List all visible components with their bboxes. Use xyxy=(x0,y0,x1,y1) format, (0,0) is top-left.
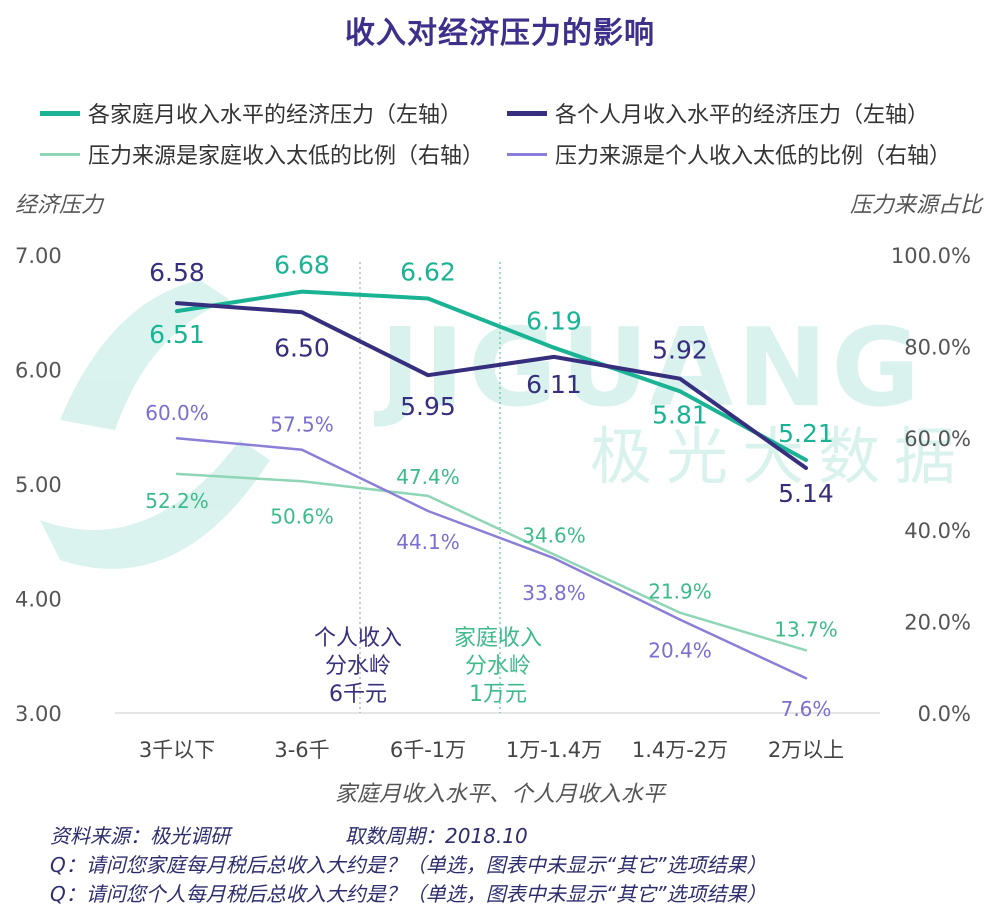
series-line-3 xyxy=(175,436,808,680)
data-label: 5.14 xyxy=(778,479,834,508)
y-right-tick-label: 100.0% xyxy=(891,244,971,268)
data-label: 6.68 xyxy=(274,251,330,280)
watermark-subtext: 极光大数据 xyxy=(590,420,970,493)
data-label: 6.51 xyxy=(149,320,205,349)
y-left-tick-label: 4.00 xyxy=(15,588,62,612)
data-label: 6.11 xyxy=(526,370,582,399)
data-label: 7.6% xyxy=(781,697,832,721)
watermark-logo-arc xyxy=(60,280,230,430)
y-left-tick-label: 3.00 xyxy=(15,702,62,726)
family-threshold-annotation: 家庭收入 分水岭 1万元 xyxy=(454,626,542,707)
data-label: 20.4% xyxy=(648,639,712,663)
y-right-tick-label: 20.0% xyxy=(904,610,971,634)
annotation-line: 分水岭 xyxy=(465,654,531,679)
footer-period: 取数周期：2018.10 xyxy=(345,824,528,848)
y-left-axis-title: 经济压力 xyxy=(15,193,104,218)
y-right-tick-label: 60.0% xyxy=(904,427,971,451)
annotation-line: 个人收入 xyxy=(314,626,402,651)
chart-title: 收入对经济压力的影响 xyxy=(345,16,655,51)
legend-item-family-pressure: 各家庭月收入水平的经济压力（左轴） xyxy=(40,97,462,129)
legend-swatch xyxy=(40,152,80,156)
legend-label: 压力来源是个人收入太低的比例（右轴） xyxy=(555,144,952,169)
y-right-ticks: 100.0% 80.0% 60.0% 40.0% 20.0% 0.0% xyxy=(891,244,971,726)
legend-label: 各家庭月收入水平的经济压力（左轴） xyxy=(88,103,463,128)
footer-source: 资料来源：极光调研 xyxy=(50,824,230,848)
data-label: 5.95 xyxy=(400,392,456,421)
data-label: 5.92 xyxy=(652,336,708,365)
data-label: 44.1% xyxy=(396,530,460,554)
y-left-ticks: 7.00 6.00 5.00 4.00 3.00 xyxy=(15,244,62,726)
series-line-1 xyxy=(175,301,808,470)
data-label: 52.2% xyxy=(145,489,209,513)
x-tick-label: 3千以下 xyxy=(139,738,215,762)
legend-item-family-ratio: 压力来源是家庭收入太低的比例（右轴） xyxy=(40,138,484,170)
x-axis-title: 家庭月收入水平、个人月收入水平 xyxy=(334,782,665,807)
data-label: 50.6% xyxy=(270,504,334,528)
x-tick-label: 3-6千 xyxy=(274,738,329,762)
data-label: 6.50 xyxy=(274,333,330,362)
y-left-tick-label: 6.00 xyxy=(15,359,62,383)
x-ticks: 3千以下 3-6千 6千-1万 1万-1.4万 1.4万-2万 2万以上 xyxy=(139,738,844,762)
y-left-tick-label: 5.00 xyxy=(15,473,62,497)
data-label: 13.7% xyxy=(774,617,838,641)
legend-label: 压力来源是家庭收入太低的比例（右轴） xyxy=(88,144,485,169)
footer-question-2: Q：请问您个人每月税后总收入大约是？（单选，图表中未显示“其它”选项结果） xyxy=(50,882,767,906)
footer-question-1: Q：请问您家庭每月税后总收入大约是？（单选，图表中未显示“其它”选项结果） xyxy=(50,853,767,877)
y-right-tick-label: 80.0% xyxy=(904,336,971,360)
data-label: 6.19 xyxy=(526,307,582,336)
annotation-line: 家庭收入 xyxy=(454,626,542,651)
data-label: 5.81 xyxy=(652,400,708,429)
personal-threshold-annotation: 个人收入 分水岭 6千元 xyxy=(314,626,402,707)
legend-swatch xyxy=(507,110,547,116)
y-right-axis-title: 压力来源占比 xyxy=(849,193,982,218)
x-tick-label: 2万以上 xyxy=(768,738,844,762)
legend-swatch xyxy=(40,110,80,116)
legend-swatch xyxy=(507,152,547,156)
legend-item-personal-ratio: 压力来源是个人收入太低的比例（右轴） xyxy=(507,138,951,170)
data-label: 60.0% xyxy=(145,401,209,425)
data-label: 57.5% xyxy=(270,413,334,437)
annotation-line: 分水岭 xyxy=(325,654,391,679)
watermark-logo-arc xyxy=(40,440,270,569)
series-line-2 xyxy=(175,472,808,652)
data-label: 34.6% xyxy=(522,524,586,548)
data-label: 6.58 xyxy=(149,258,205,287)
annotation-line: 6千元 xyxy=(329,682,387,707)
series-line-0 xyxy=(175,289,808,462)
legend-item-personal-pressure: 各个人月收入水平的经济压力（左轴） xyxy=(507,97,929,129)
data-labels: 6.51 6.68 6.62 6.19 5.81 5.21 6.58 6.50 5.95 6.11… xyxy=(145,251,838,722)
y-left-tick-label: 7.00 xyxy=(15,244,62,268)
x-tick-label: 1.4万-2万 xyxy=(632,738,728,762)
data-label: 5.21 xyxy=(778,419,834,448)
y-right-tick-label: 40.0% xyxy=(904,519,971,543)
series-lines xyxy=(175,289,808,680)
x-tick-label: 6千-1万 xyxy=(390,738,466,762)
y-right-tick-label: 0.0% xyxy=(918,702,971,726)
annotation-line: 1万元 xyxy=(469,682,527,707)
x-tick-label: 1万-1.4万 xyxy=(506,738,602,762)
data-label: 21.9% xyxy=(648,580,712,604)
legend-label: 各个人月收入水平的经济压力（左轴） xyxy=(555,103,930,128)
data-label: 33.8% xyxy=(522,581,586,605)
data-label: 47.4% xyxy=(396,465,460,489)
data-label: 6.62 xyxy=(400,258,456,287)
